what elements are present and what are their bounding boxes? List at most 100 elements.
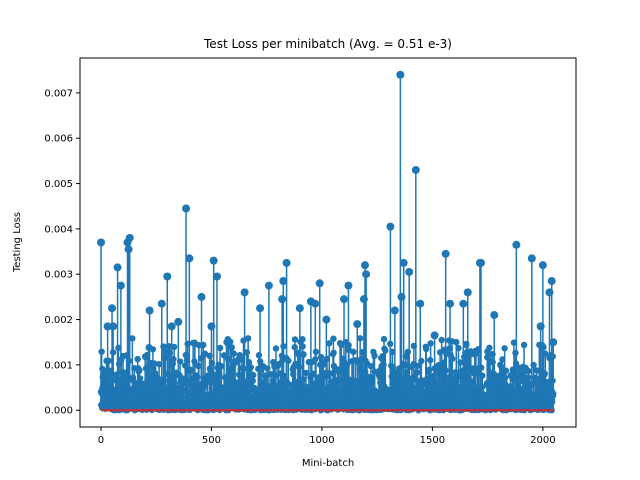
stem-marker bbox=[350, 348, 357, 356]
stem-marker bbox=[459, 299, 468, 308]
stem-marker bbox=[320, 361, 327, 368]
stem-marker bbox=[502, 367, 510, 374]
stem-marker bbox=[247, 364, 254, 371]
stem-marker bbox=[240, 288, 249, 297]
stem-marker bbox=[501, 374, 509, 382]
stem-marker bbox=[510, 339, 518, 346]
stem-marker bbox=[549, 338, 558, 347]
stem-marker bbox=[438, 336, 445, 344]
x-tick-label: 2000 bbox=[530, 435, 555, 446]
stem-marker bbox=[423, 345, 430, 353]
stem-marker bbox=[167, 322, 176, 331]
stem-marker bbox=[300, 351, 307, 358]
stem-marker bbox=[453, 338, 460, 346]
stem-marker bbox=[136, 366, 143, 374]
stem-marker bbox=[157, 299, 166, 308]
stem-marker bbox=[302, 369, 310, 377]
stem-marker bbox=[399, 258, 408, 267]
stem-marker bbox=[441, 249, 450, 258]
stem-marker bbox=[295, 304, 304, 313]
stem-marker bbox=[163, 272, 172, 281]
stem-marker bbox=[218, 362, 225, 370]
stem-marker bbox=[455, 344, 462, 352]
x-tick-label: 1000 bbox=[309, 435, 334, 446]
stem-marker bbox=[291, 336, 299, 343]
stem-marker bbox=[416, 299, 425, 308]
stem-marker bbox=[446, 299, 455, 308]
stem-marker bbox=[457, 359, 464, 366]
stem-marker bbox=[404, 348, 412, 356]
stem-marker bbox=[326, 340, 333, 347]
plot-area bbox=[96, 70, 558, 414]
stem-marker bbox=[371, 352, 378, 360]
stem-marker bbox=[245, 359, 253, 366]
y-axis-label: Testing Loss bbox=[12, 212, 23, 273]
stem-marker bbox=[516, 369, 524, 377]
stem-marker bbox=[390, 306, 399, 315]
stem-marker bbox=[227, 338, 234, 346]
y-tick-label: 0.004 bbox=[44, 224, 73, 235]
stem-marker bbox=[220, 352, 228, 359]
stem-marker bbox=[411, 165, 420, 174]
stem-marker bbox=[209, 256, 218, 265]
stem-marker bbox=[170, 343, 178, 351]
stem-marker bbox=[380, 335, 388, 343]
stem-marker bbox=[512, 240, 521, 249]
stem-marker bbox=[185, 254, 194, 263]
stem-marker bbox=[512, 349, 519, 357]
stem-marker bbox=[216, 344, 224, 352]
stem-marker bbox=[279, 277, 288, 286]
stem-marker bbox=[356, 335, 364, 342]
stem-marker bbox=[151, 360, 158, 367]
stem-marker bbox=[278, 295, 287, 304]
stem-marker bbox=[96, 238, 105, 247]
stem-marker bbox=[427, 340, 434, 347]
stem-marker bbox=[501, 345, 508, 352]
stem-marker bbox=[340, 295, 349, 304]
stem-marker bbox=[426, 366, 433, 373]
x-axis: 0 500 1000 1500 2000 bbox=[98, 427, 556, 446]
stem-marker bbox=[547, 277, 556, 286]
stem-marker bbox=[138, 380, 146, 387]
stem-marker bbox=[386, 222, 395, 231]
y-axis: 0.000 0.001 0.002 0.003 0.004 0.005 0.006 0.007 bbox=[44, 88, 80, 417]
stem-marker bbox=[228, 344, 235, 351]
y-tick-label: 0.003 bbox=[44, 270, 73, 281]
y-tick-label: 0.007 bbox=[44, 88, 73, 99]
stem-marker bbox=[155, 360, 163, 368]
stem-marker bbox=[315, 279, 324, 288]
stem-marker bbox=[361, 261, 370, 270]
y-tick-label: 0.000 bbox=[44, 406, 73, 417]
stem-marker bbox=[542, 350, 549, 357]
stem-marker bbox=[108, 304, 117, 313]
stem-marker bbox=[430, 331, 439, 340]
stem-marker bbox=[330, 335, 337, 342]
chart-title: Test Loss per minibatch (Avg. = 0.51 e-3… bbox=[203, 37, 452, 51]
stem-marker bbox=[330, 349, 337, 356]
x-tick-label: 500 bbox=[202, 435, 221, 446]
stem-marker bbox=[362, 270, 371, 279]
stem-marker bbox=[125, 233, 134, 242]
stem-marker bbox=[113, 263, 122, 272]
stem-marker bbox=[116, 281, 125, 290]
stem-marker bbox=[129, 335, 136, 342]
stem-marker bbox=[264, 281, 273, 290]
stem-marker bbox=[382, 347, 389, 354]
stem-marker bbox=[299, 343, 306, 350]
stem-marker bbox=[136, 375, 144, 382]
x-tick-label: 0 bbox=[98, 435, 104, 446]
stem-marker bbox=[103, 322, 112, 331]
stem-marker bbox=[212, 272, 221, 281]
stem-marker bbox=[145, 306, 154, 315]
y-tick-label: 0.002 bbox=[44, 315, 73, 326]
stem-marker bbox=[272, 345, 280, 352]
stem-marker bbox=[344, 281, 353, 290]
stem-marker bbox=[149, 346, 157, 353]
x-tick-label: 1500 bbox=[420, 435, 445, 446]
stem-marker bbox=[418, 357, 425, 365]
stem-marker bbox=[327, 370, 334, 377]
stem-marker bbox=[109, 322, 118, 331]
stem-marker bbox=[299, 335, 306, 343]
stem-marker bbox=[490, 311, 499, 320]
stem-marker bbox=[322, 315, 331, 324]
